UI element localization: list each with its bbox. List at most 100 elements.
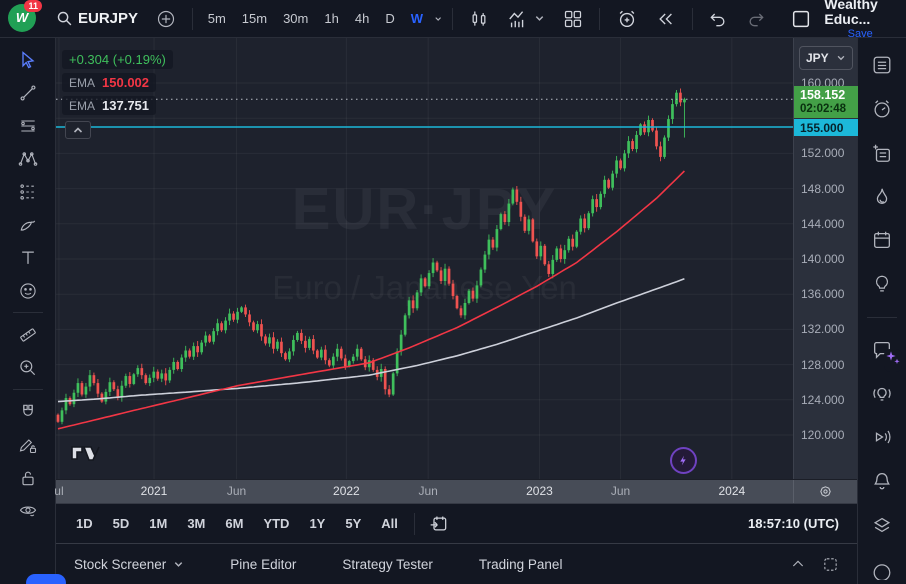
- forecast-tool[interactable]: [11, 176, 45, 207]
- time-axis-label: 2023: [526, 484, 553, 498]
- ema-value: 150.002: [102, 75, 149, 90]
- boost-button[interactable]: [670, 447, 697, 474]
- time-axis[interactable]: ul2021Jun2022Jun2023Jun2024: [56, 479, 857, 503]
- interval-1d[interactable]: D: [380, 7, 399, 30]
- candle: [232, 311, 235, 322]
- fib-retracement-tool[interactable]: [11, 110, 45, 141]
- more-button[interactable]: [865, 553, 899, 584]
- xabcd-pattern-tool[interactable]: [11, 143, 45, 174]
- interval-30m[interactable]: 30m: [278, 7, 313, 30]
- measure-tool[interactable]: [11, 319, 45, 350]
- candle: [607, 178, 610, 189]
- candle: [480, 267, 483, 287]
- cursor-tool[interactable]: [11, 44, 45, 75]
- range-1d[interactable]: 1D: [68, 511, 101, 536]
- symbol-search-button[interactable]: EURJPY: [50, 6, 144, 31]
- interval-1h[interactable]: 1h: [319, 7, 343, 30]
- watchlist-icon: [871, 54, 893, 76]
- range-1m[interactable]: 1M: [141, 511, 175, 536]
- interval-5m[interactable]: 5m: [203, 7, 231, 30]
- candle: [531, 218, 534, 243]
- calendar-icon: [871, 229, 893, 251]
- support-chat-pill[interactable]: [26, 574, 66, 584]
- drawing-lock-tool[interactable]: [11, 429, 45, 460]
- hide-all-tool[interactable]: [11, 495, 45, 526]
- dom-button[interactable]: [865, 509, 899, 540]
- chat-button[interactable]: [865, 334, 899, 365]
- interval-1w-active[interactable]: W: [406, 7, 428, 30]
- range-5y[interactable]: 5Y: [337, 511, 369, 536]
- tradingview-logo[interactable]: [68, 440, 106, 469]
- alert-clock-icon: [871, 98, 893, 120]
- brush-tool[interactable]: [11, 209, 45, 240]
- bell-icon: [871, 470, 893, 492]
- tab-trading-panel[interactable]: Trading Panel: [479, 557, 563, 572]
- text-icon: [18, 248, 38, 268]
- ema-50-row[interactable]: EMA 150.002: [62, 73, 156, 92]
- candle: [136, 365, 139, 377]
- emoji-tool[interactable]: [11, 275, 45, 306]
- save-layout-button[interactable]: [784, 4, 818, 34]
- alerts-button[interactable]: [865, 94, 899, 125]
- lock-all-tool[interactable]: [11, 462, 45, 493]
- interval-4h[interactable]: 4h: [350, 7, 374, 30]
- range-1y[interactable]: 1Y: [301, 511, 333, 536]
- range-5d[interactable]: 5D: [105, 511, 138, 536]
- range-3m[interactable]: 3M: [179, 511, 213, 536]
- tab-stock-screener[interactable]: Stock Screener: [74, 557, 184, 572]
- minds-button[interactable]: [865, 378, 899, 409]
- tab-pine-editor[interactable]: Pine Editor: [230, 557, 296, 572]
- panel-collapse-chevron-icon[interactable]: [790, 556, 806, 572]
- compare-add-symbol-button[interactable]: [150, 5, 182, 33]
- zoom-in-tool[interactable]: [11, 352, 45, 383]
- candle: [611, 171, 614, 191]
- range-ytd[interactable]: YTD: [255, 511, 297, 536]
- candle: [472, 287, 475, 301]
- calendar-button[interactable]: [865, 225, 899, 256]
- ema-200-row[interactable]: EMA 137.751: [62, 96, 156, 115]
- zoom-in-icon: [18, 358, 38, 378]
- currency-toggle[interactable]: JPY: [799, 46, 853, 70]
- notifications-button[interactable]: [865, 466, 899, 497]
- tab-strategy-tester[interactable]: Strategy Tester: [342, 557, 433, 572]
- symbol-change-row[interactable]: +0.304 (+0.19%): [62, 50, 173, 69]
- undo-button[interactable]: [702, 5, 734, 33]
- range-6m[interactable]: 6M: [217, 511, 251, 536]
- text-tool[interactable]: [11, 242, 45, 273]
- watchlist-button[interactable]: [865, 50, 899, 81]
- account-menu[interactable]: Wealthy Educ... Save: [824, 0, 896, 40]
- legend-collapse-button[interactable]: [65, 121, 91, 139]
- range-all[interactable]: All: [373, 511, 406, 536]
- layout-grid-button[interactable]: [557, 5, 589, 33]
- chart-canvas[interactable]: EUR·JPY Euro / Japanese Yen +0.304 (+0.1…: [56, 38, 793, 479]
- ideas-button[interactable]: [865, 269, 899, 300]
- toolbar-divider: [13, 389, 43, 390]
- candle: [659, 142, 662, 162]
- trend-line-tool[interactable]: [11, 77, 45, 108]
- candle: [216, 319, 219, 336]
- candle: [328, 358, 331, 367]
- panel-maximize-icon[interactable]: [822, 556, 839, 573]
- price-axis[interactable]: JPY 160.000152.000148.000144.000140.0001…: [793, 38, 857, 479]
- streams-button[interactable]: [865, 422, 899, 453]
- hotlists-button[interactable]: [865, 181, 899, 212]
- cursor-icon: [18, 50, 38, 70]
- ema-50-line[interactable]: [58, 171, 684, 429]
- clock-utc[interactable]: 18:57:10 (UTC): [748, 516, 845, 531]
- chevron-down-icon[interactable]: [434, 13, 442, 25]
- fib-retracement-icon: [18, 116, 38, 136]
- redo-button[interactable]: [740, 5, 772, 33]
- candle: [312, 335, 315, 354]
- bar-replay-button[interactable]: [650, 5, 682, 33]
- chart-type-button[interactable]: [463, 5, 495, 33]
- ema-200-line[interactable]: [58, 279, 684, 402]
- candle: [228, 309, 231, 325]
- create-alert-button[interactable]: [610, 4, 644, 34]
- object-tree-button[interactable]: [865, 138, 899, 169]
- app-logo[interactable]: W 11: [8, 4, 36, 34]
- timezone-settings[interactable]: [793, 480, 857, 503]
- indicators-button[interactable]: [501, 4, 551, 34]
- magnet-tool[interactable]: [11, 396, 45, 427]
- interval-15m[interactable]: 15m: [237, 7, 272, 30]
- go-to-date-button[interactable]: [423, 510, 455, 538]
